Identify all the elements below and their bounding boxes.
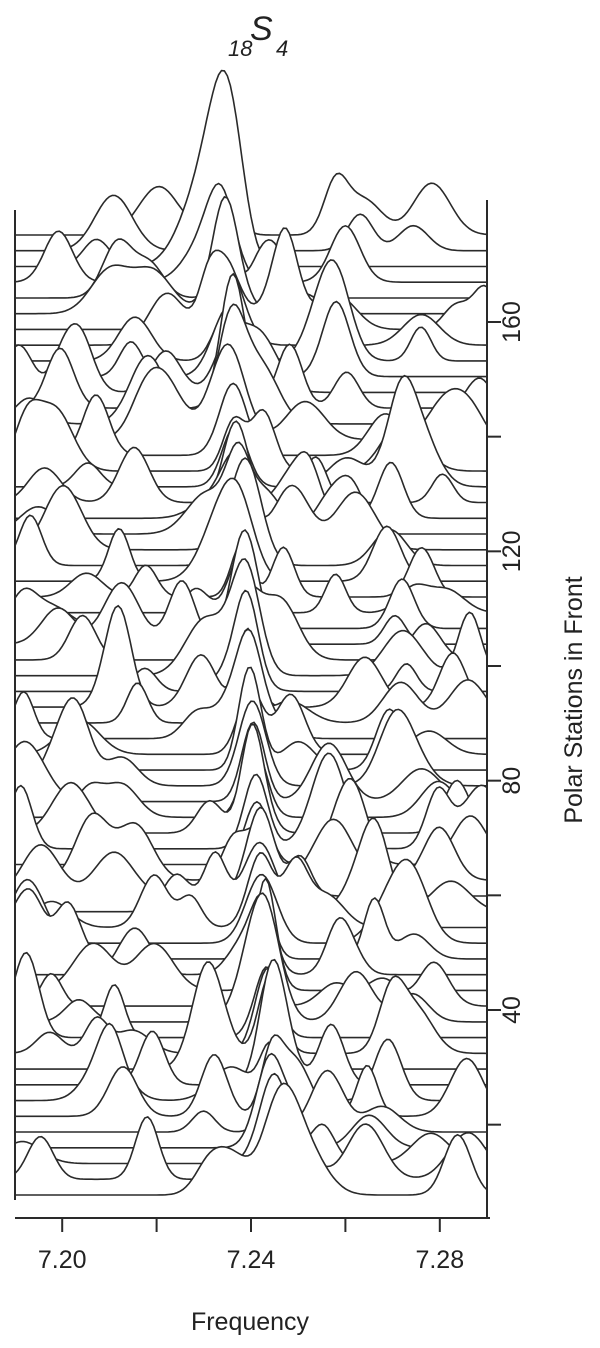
y-axis-label: Polar Stations in Front <box>560 576 588 823</box>
spectrum-trace <box>14 1072 488 1165</box>
y-tick-label: 40 <box>498 996 526 1024</box>
trace-occlusion-fill <box>15 183 487 313</box>
x-tick-label: 7.24 <box>227 1246 276 1274</box>
spectrum-trace <box>14 697 487 787</box>
trace-occlusion-fill <box>15 344 487 470</box>
trace-occlusion-fill <box>15 878 487 1021</box>
title-sub-right: 4 <box>276 36 288 61</box>
trace-occlusion-fill <box>15 968 487 1084</box>
y-tick-label: 160 <box>498 301 526 343</box>
spectrum-trace <box>15 558 488 677</box>
trace-occlusion-fill <box>15 196 487 344</box>
y-tick-label: 80 <box>498 767 526 795</box>
chart-title: 18 S 4 <box>228 10 288 61</box>
spectrum-trace <box>15 1052 487 1149</box>
spectrum-trace <box>15 1082 488 1196</box>
x-axis-label: Frequency <box>191 1308 310 1336</box>
trace-occlusion-fill <box>15 228 487 360</box>
spectrum-trace <box>15 195 487 315</box>
trace-occlusion-fill <box>15 375 487 517</box>
spectrum-trace <box>14 457 487 567</box>
y-tick-label: 120 <box>498 530 526 572</box>
title-sub-left: 18 <box>228 36 253 61</box>
x-axis-ticks: 7.20 7.24 7.28 <box>38 1218 464 1274</box>
spectrum-trace <box>15 69 487 268</box>
x-tick-label: 7.28 <box>415 1246 464 1274</box>
spectra-traces <box>14 69 488 1225</box>
trace-occlusion-fill <box>15 1103 487 1210</box>
spectrum-trace <box>14 967 488 1055</box>
spectrum-trace <box>14 528 487 645</box>
trace-occlusion-fill <box>15 893 487 1052</box>
spectrum-trace <box>15 1022 487 1102</box>
spectrum-trace <box>14 723 488 834</box>
x-tick-label: 7.20 <box>38 1246 87 1274</box>
y-axis-ticks: 40 80 120 160 <box>487 301 526 1126</box>
spectrum-trace <box>15 249 487 346</box>
spectrum-trace <box>15 374 487 488</box>
title-main: S <box>250 10 273 48</box>
spectrum-trace <box>15 1034 488 1118</box>
